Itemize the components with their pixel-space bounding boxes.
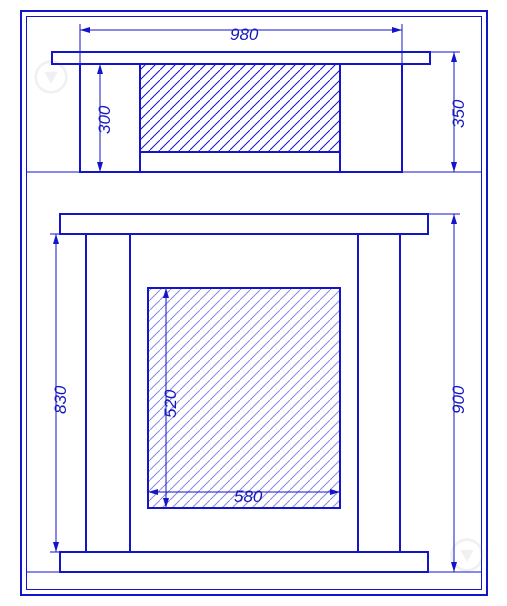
dim-830: 830 [52,386,69,414]
dim-520: 520 [162,390,179,418]
dim-350: 350 [450,100,467,128]
dim-900: 900 [450,386,467,414]
technical-drawing [0,0,507,606]
dim-980: 980 [230,26,258,43]
dim-300: 300 [96,106,113,134]
drawing-frame: 980 300 350 830 900 520 580 [0,0,507,606]
dim-580: 580 [234,488,262,505]
